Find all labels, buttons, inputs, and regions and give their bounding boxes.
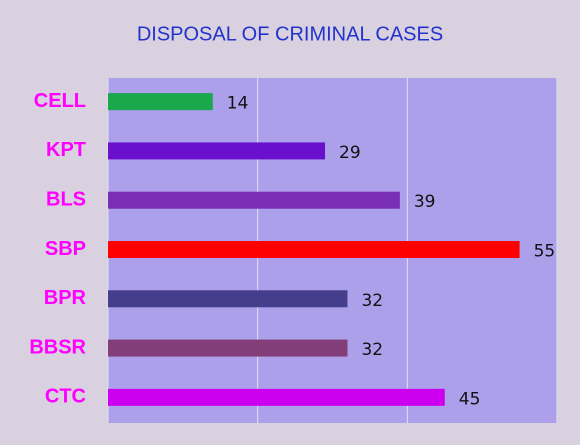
- chart-title: DISPOSAL OF CRIMINAL CASES: [137, 23, 443, 45]
- y-tick-label: KPT: [46, 139, 86, 161]
- bar: [108, 339, 348, 357]
- bar: [108, 93, 213, 111]
- y-tick-label: BBSR: [29, 336, 86, 358]
- bar: [108, 388, 445, 406]
- data-label: 55: [534, 242, 556, 262]
- y-tick-label: CELL: [34, 90, 86, 112]
- data-label: 32: [361, 291, 383, 311]
- bar: [108, 241, 520, 258]
- y-tick-label: CTC: [45, 386, 86, 408]
- y-tick-label: BLS: [46, 188, 86, 210]
- y-tick-label: SBP: [45, 238, 86, 260]
- data-label: 45: [459, 389, 481, 409]
- bar: [108, 142, 326, 160]
- data-label: 32: [361, 340, 383, 360]
- data-label: 39: [414, 192, 436, 212]
- bar: [108, 290, 348, 308]
- y-tick-label: BPR: [44, 287, 87, 309]
- bar: [108, 191, 400, 209]
- data-label: 29: [339, 143, 361, 163]
- data-label: 14: [227, 94, 249, 114]
